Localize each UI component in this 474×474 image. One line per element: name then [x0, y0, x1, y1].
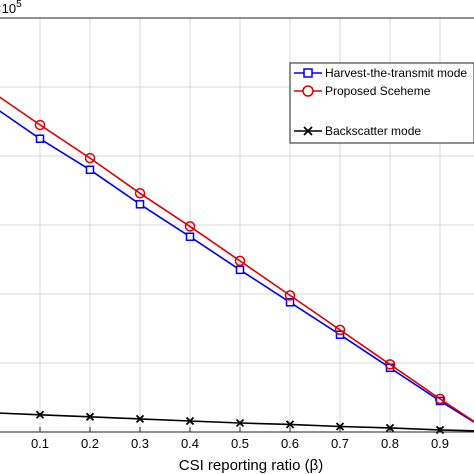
data-point	[185, 232, 195, 241]
y-exponent-power: 5	[16, 0, 22, 10]
legend-item-harvest: Harvest-the-transmit mode	[294, 66, 467, 80]
data-point	[35, 410, 45, 419]
legend-marker-harvest	[303, 68, 313, 78]
legend-label-proposed: Proposed Sceheme	[325, 84, 431, 98]
legend-marker-backscatter	[303, 126, 313, 136]
data-point	[185, 416, 195, 426]
data-point	[284, 290, 296, 301]
x-tick-label: 0.7	[331, 436, 349, 451]
data-point	[335, 422, 345, 431]
data-point	[234, 255, 246, 267]
data-point	[134, 188, 146, 199]
data-point	[184, 221, 196, 232]
x-tick-label: 0.9	[431, 436, 449, 451]
data-point	[334, 324, 346, 336]
data-point	[84, 152, 96, 164]
data-point	[85, 165, 95, 175]
x-tick-labels: 0.1 0.2 0.3 0.4 0.5 0.6 0.7 0.8 0.9	[31, 436, 449, 451]
x-tick-label: 0.8	[381, 436, 399, 451]
legend-item-proposed: Proposed Sceheme	[294, 84, 431, 98]
data-point	[285, 298, 295, 307]
series-line-1	[0, 96, 474, 423]
legend-label-harvest: Harvest-the-transmit mode	[325, 66, 467, 80]
data-point	[385, 423, 395, 432]
y-exponent-label: ×105	[0, 0, 22, 16]
legend-item-backscatter: Backscatter mode	[294, 124, 421, 138]
data-point	[85, 412, 95, 421]
x-tick-label: 0.2	[81, 436, 99, 451]
legend-label-backscatter: Backscatter mode	[325, 124, 421, 138]
data-point	[34, 119, 46, 131]
x-tick-label: 0.1	[31, 436, 49, 451]
x-tick-label: 0.3	[131, 436, 149, 451]
legend-box	[289, 62, 474, 144]
data-point	[384, 359, 396, 370]
legend: Harvest-the-transmit mode Proposed Scehe…	[289, 62, 474, 144]
data-point	[235, 265, 245, 275]
x-tick-label: 0.4	[181, 436, 199, 451]
x-axis-label: CSI reporting ratio (β)	[179, 457, 324, 474]
data-point	[135, 414, 145, 424]
data-point	[135, 200, 145, 209]
legend-marker-proposed	[302, 85, 314, 97]
data-point	[434, 393, 446, 405]
data-point	[35, 134, 45, 143]
x-tick-label: 0.5	[231, 436, 249, 451]
data-point	[285, 420, 295, 429]
series-group	[0, 96, 474, 435]
data-point	[235, 418, 245, 428]
axes	[0, 17, 474, 433]
y-exponent-base: ×10	[0, 1, 16, 16]
x-tick-label: 0.6	[281, 436, 299, 451]
